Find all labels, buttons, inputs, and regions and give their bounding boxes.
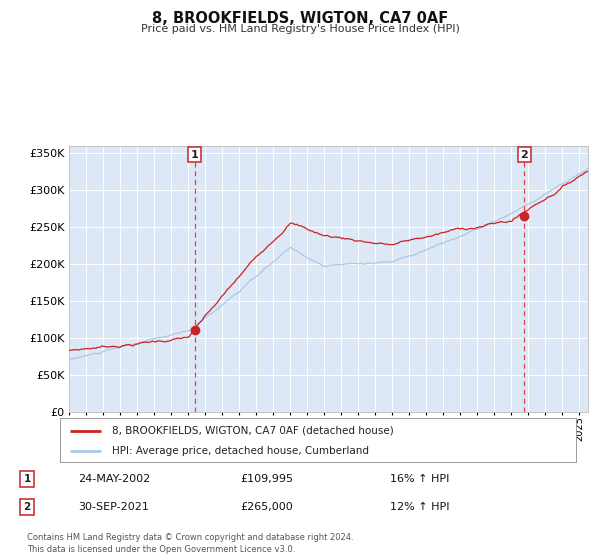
Text: HPI: Average price, detached house, Cumberland: HPI: Average price, detached house, Cumb… (112, 446, 368, 456)
Text: 2: 2 (23, 502, 31, 512)
Text: £265,000: £265,000 (240, 502, 293, 512)
Text: 8, BROOKFIELDS, WIGTON, CA7 0AF: 8, BROOKFIELDS, WIGTON, CA7 0AF (152, 11, 448, 26)
Text: 16% ↑ HPI: 16% ↑ HPI (390, 474, 449, 484)
Text: 2: 2 (520, 150, 528, 160)
Text: 30-SEP-2021: 30-SEP-2021 (78, 502, 149, 512)
Text: Price paid vs. HM Land Registry's House Price Index (HPI): Price paid vs. HM Land Registry's House … (140, 24, 460, 34)
Text: 8, BROOKFIELDS, WIGTON, CA7 0AF (detached house): 8, BROOKFIELDS, WIGTON, CA7 0AF (detache… (112, 426, 394, 436)
Text: 12% ↑ HPI: 12% ↑ HPI (390, 502, 449, 512)
Text: 24-MAY-2002: 24-MAY-2002 (78, 474, 150, 484)
Text: 1: 1 (23, 474, 31, 484)
Text: Contains HM Land Registry data © Crown copyright and database right 2024.
This d: Contains HM Land Registry data © Crown c… (27, 533, 353, 554)
Text: 1: 1 (191, 150, 199, 160)
Text: £109,995: £109,995 (240, 474, 293, 484)
